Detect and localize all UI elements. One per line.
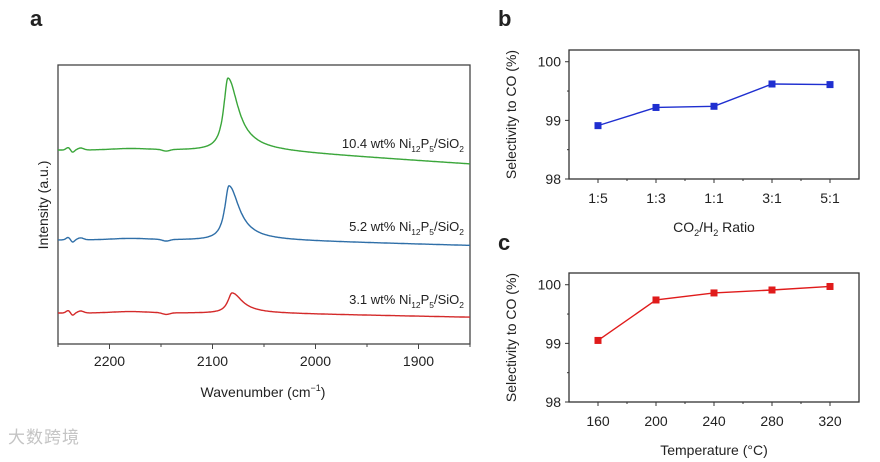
y-axis-label-b: Selectivity to CO (%) [503,50,519,179]
data-point-b [652,103,660,111]
x-tick-label-b: 1:3 [646,190,666,206]
x-tick-label-b: 3:1 [762,190,782,206]
y-tick-label-c: 99 [545,335,561,351]
spectrum-line-3 [58,292,470,318]
data-point-c [652,296,660,304]
panel-label-c: c [498,230,510,255]
spectrum-line-1 [58,77,471,165]
x-tick-label-a: 1900 [403,353,434,369]
y-axis-label-c: Selectivity to CO (%) [503,273,519,402]
data-point-c [826,282,834,290]
data-point-b [768,80,776,88]
y-tick-label-c: 100 [538,277,562,293]
series-label-2: 5.2 wt% Ni12P5/SiO2 [349,219,464,237]
y-tick-label-b: 98 [545,171,561,187]
x-tick-label-a: 2000 [300,353,331,369]
spectrum-line-2 [58,185,470,247]
x-tick-label-b: 5:1 [820,190,840,206]
x-tick-label-a: 2200 [94,353,125,369]
x-tick-label-c: 200 [644,413,668,429]
y-tick-label-c: 98 [545,394,561,410]
data-point-b [826,81,834,89]
x-tick-label-c: 160 [586,413,610,429]
x-axis-label-a: Wavenumber (cm−1) [201,383,326,400]
panel-label-a: a [30,6,43,31]
panel-label-b: b [498,6,511,31]
x-axis-label-b: CO2/H2 Ratio [673,219,755,238]
series-label-1: 10.4 wt% Ni12P5/SiO2 [342,136,464,154]
data-point-c [768,286,776,294]
watermark: 大数跨境 [8,428,80,448]
x-tick-label-c: 320 [818,413,842,429]
y-tick-label-b: 100 [538,54,562,70]
x-tick-label-b: 1:5 [588,190,608,206]
x-tick-label-b: 1:1 [704,190,724,206]
data-point-b [594,122,602,130]
data-point-b [710,102,718,110]
x-tick-label-c: 240 [702,413,726,429]
data-point-c [710,289,718,297]
y-tick-label-b: 99 [545,112,561,128]
data-point-c [594,336,602,344]
series-label-3: 3.1 wt% Ni12P5/SiO2 [349,292,464,310]
x-tick-label-a: 2100 [197,353,228,369]
plot-frame-b [568,49,860,180]
y-axis-label-a: Intensity (a.u.) [35,161,51,250]
x-axis-label-c: Temperature (°C) [660,442,768,458]
x-tick-label-c: 280 [760,413,784,429]
